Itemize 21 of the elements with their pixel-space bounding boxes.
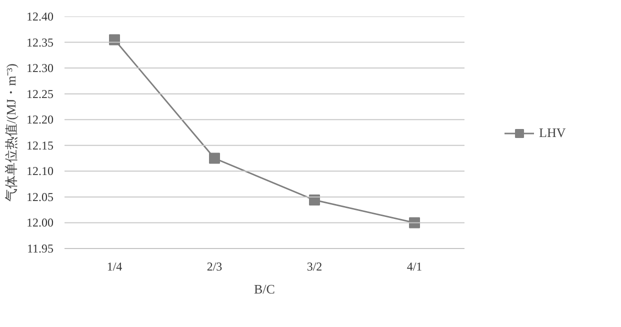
y-tick-label: 11.95 bbox=[26, 242, 54, 256]
y-tick-label: 12.25 bbox=[26, 86, 54, 101]
y-tick-label: 12.40 bbox=[26, 10, 54, 24]
y-tick-label: 12.15 bbox=[26, 138, 54, 152]
point bbox=[109, 34, 120, 46]
x-tick-label: 4/1 bbox=[406, 260, 422, 274]
y-tick-label: 12.10 bbox=[26, 164, 54, 178]
y-tick-label: 12.05 bbox=[26, 190, 54, 204]
point bbox=[409, 217, 420, 228]
y-tick-label: 12.30 bbox=[26, 61, 54, 76]
point bbox=[309, 194, 320, 206]
y-tick-label: 12.00 bbox=[26, 216, 54, 230]
x-axis-title: B/C bbox=[254, 282, 275, 296]
y-tick-label: 12.20 bbox=[26, 112, 54, 127]
legend-label: LHV bbox=[539, 125, 566, 141]
x-tick-label: 3/2 bbox=[306, 260, 322, 274]
x-tick-label: 1/4 bbox=[106, 260, 122, 274]
y-tick-label: 12.35 bbox=[26, 35, 54, 50]
point bbox=[209, 152, 220, 164]
x-tick-label: 2/3 bbox=[206, 260, 222, 274]
y-axis-title: 气体单位热值/(MJ・m⁻³) bbox=[4, 64, 18, 202]
